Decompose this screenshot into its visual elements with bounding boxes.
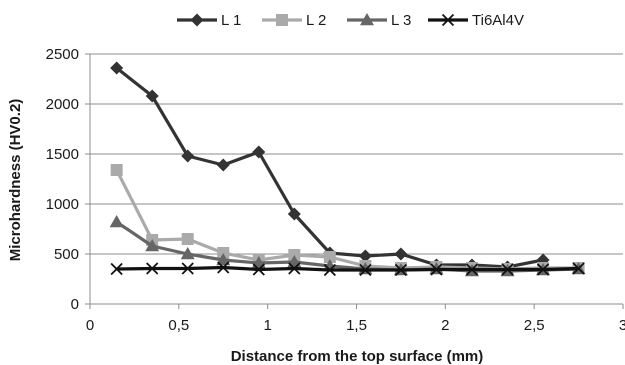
data-point-ti6al4v bbox=[146, 262, 159, 275]
y-axis-title: Microhardness (HV0.2) bbox=[7, 99, 24, 262]
data-point-l-1 bbox=[110, 61, 124, 75]
data-point-l-3 bbox=[109, 215, 124, 228]
legend-label-ti6al4v: Ti6Al4V bbox=[472, 12, 524, 29]
data-point-l-2 bbox=[323, 251, 336, 263]
y-tick-label: 2500 bbox=[46, 46, 79, 63]
data-point-l-1 bbox=[394, 247, 408, 261]
x-tick-label: 0,5 bbox=[168, 317, 189, 334]
data-point-l-3 bbox=[180, 247, 195, 260]
series-ti6al4v bbox=[110, 261, 585, 277]
data-point-l-1 bbox=[145, 89, 159, 103]
x-tick-label: 3 bbox=[619, 317, 625, 334]
data-point-ti6al4v bbox=[181, 262, 194, 275]
legend-item-l-2: L 2 bbox=[262, 12, 326, 29]
data-point-l-3 bbox=[216, 253, 231, 266]
data-point-ti6al4v bbox=[359, 263, 372, 277]
data-point-l-3 bbox=[145, 239, 160, 252]
y-tick-label: 2000 bbox=[46, 96, 79, 113]
data-point-l-3 bbox=[322, 259, 337, 272]
data-point-l-1 bbox=[181, 149, 195, 163]
data-point-ti6al4v bbox=[501, 263, 514, 276]
x-tick-label: 1,5 bbox=[346, 317, 367, 334]
data-point-l-1 bbox=[287, 207, 301, 221]
data-point-ti6al4v bbox=[217, 261, 230, 274]
data-point-ti6al4v bbox=[323, 263, 336, 277]
data-point-l-1 bbox=[252, 145, 266, 159]
legend-label-l-1: L 1 bbox=[221, 12, 241, 29]
y-tick-label: 1000 bbox=[46, 196, 79, 213]
legend-marker-ti6al4v bbox=[441, 13, 455, 27]
data-point-ti6al4v bbox=[430, 263, 443, 276]
data-point-ti6al4v bbox=[572, 262, 585, 275]
x-tick-label: 2,5 bbox=[524, 317, 545, 334]
legend-label-l-2: L 2 bbox=[306, 12, 326, 29]
data-point-l-1 bbox=[216, 158, 230, 172]
legend-marker-l-2 bbox=[276, 14, 288, 26]
data-point-ti6al4v bbox=[110, 262, 123, 276]
data-point-ti6al4v bbox=[252, 263, 265, 276]
axes bbox=[85, 53, 624, 309]
legend-item-l-1: L 1 bbox=[177, 12, 241, 29]
y-tick-labels: 0 500 1000 1500 2000 2500 bbox=[46, 46, 79, 313]
x-tick-label: 0 bbox=[86, 317, 94, 334]
x-axis-title: Distance from the top surface (mm) bbox=[231, 348, 484, 365]
y-tick-label: 1500 bbox=[46, 146, 79, 163]
data-point-l-2 bbox=[110, 164, 123, 176]
legend: L 1 L 2 L 3 Ti6Al4V bbox=[177, 12, 524, 29]
legend-label-l-3: L 3 bbox=[391, 12, 411, 29]
x-tick-label: 1 bbox=[263, 317, 271, 334]
series-line-ti6al4v bbox=[116, 265, 579, 272]
legend-item-l-3: L 3 bbox=[347, 12, 411, 29]
gridlines bbox=[90, 53, 623, 255]
x-tick-labels: 0 0,5 1 1,5 2 2,5 3 bbox=[86, 317, 625, 334]
data-point-ti6al4v bbox=[394, 263, 408, 277]
data-point-l-2 bbox=[181, 233, 194, 245]
legend-marker-l-1 bbox=[190, 13, 204, 27]
series-l-1 bbox=[110, 61, 550, 274]
y-tick-label: 0 bbox=[71, 296, 79, 313]
data-point-ti6al4v bbox=[536, 263, 550, 276]
series-group bbox=[109, 61, 586, 277]
series-line-l-1 bbox=[115, 66, 544, 269]
data-point-l-1 bbox=[358, 249, 372, 263]
legend-item-ti6al4v: Ti6Al4V bbox=[428, 12, 524, 29]
x-tick-label: 2 bbox=[441, 317, 449, 334]
legend-marker-l-3 bbox=[360, 13, 374, 26]
data-point-ti6al4v bbox=[465, 263, 479, 276]
y-tick-label: 500 bbox=[54, 246, 79, 263]
data-point-ti6al4v bbox=[288, 262, 301, 275]
